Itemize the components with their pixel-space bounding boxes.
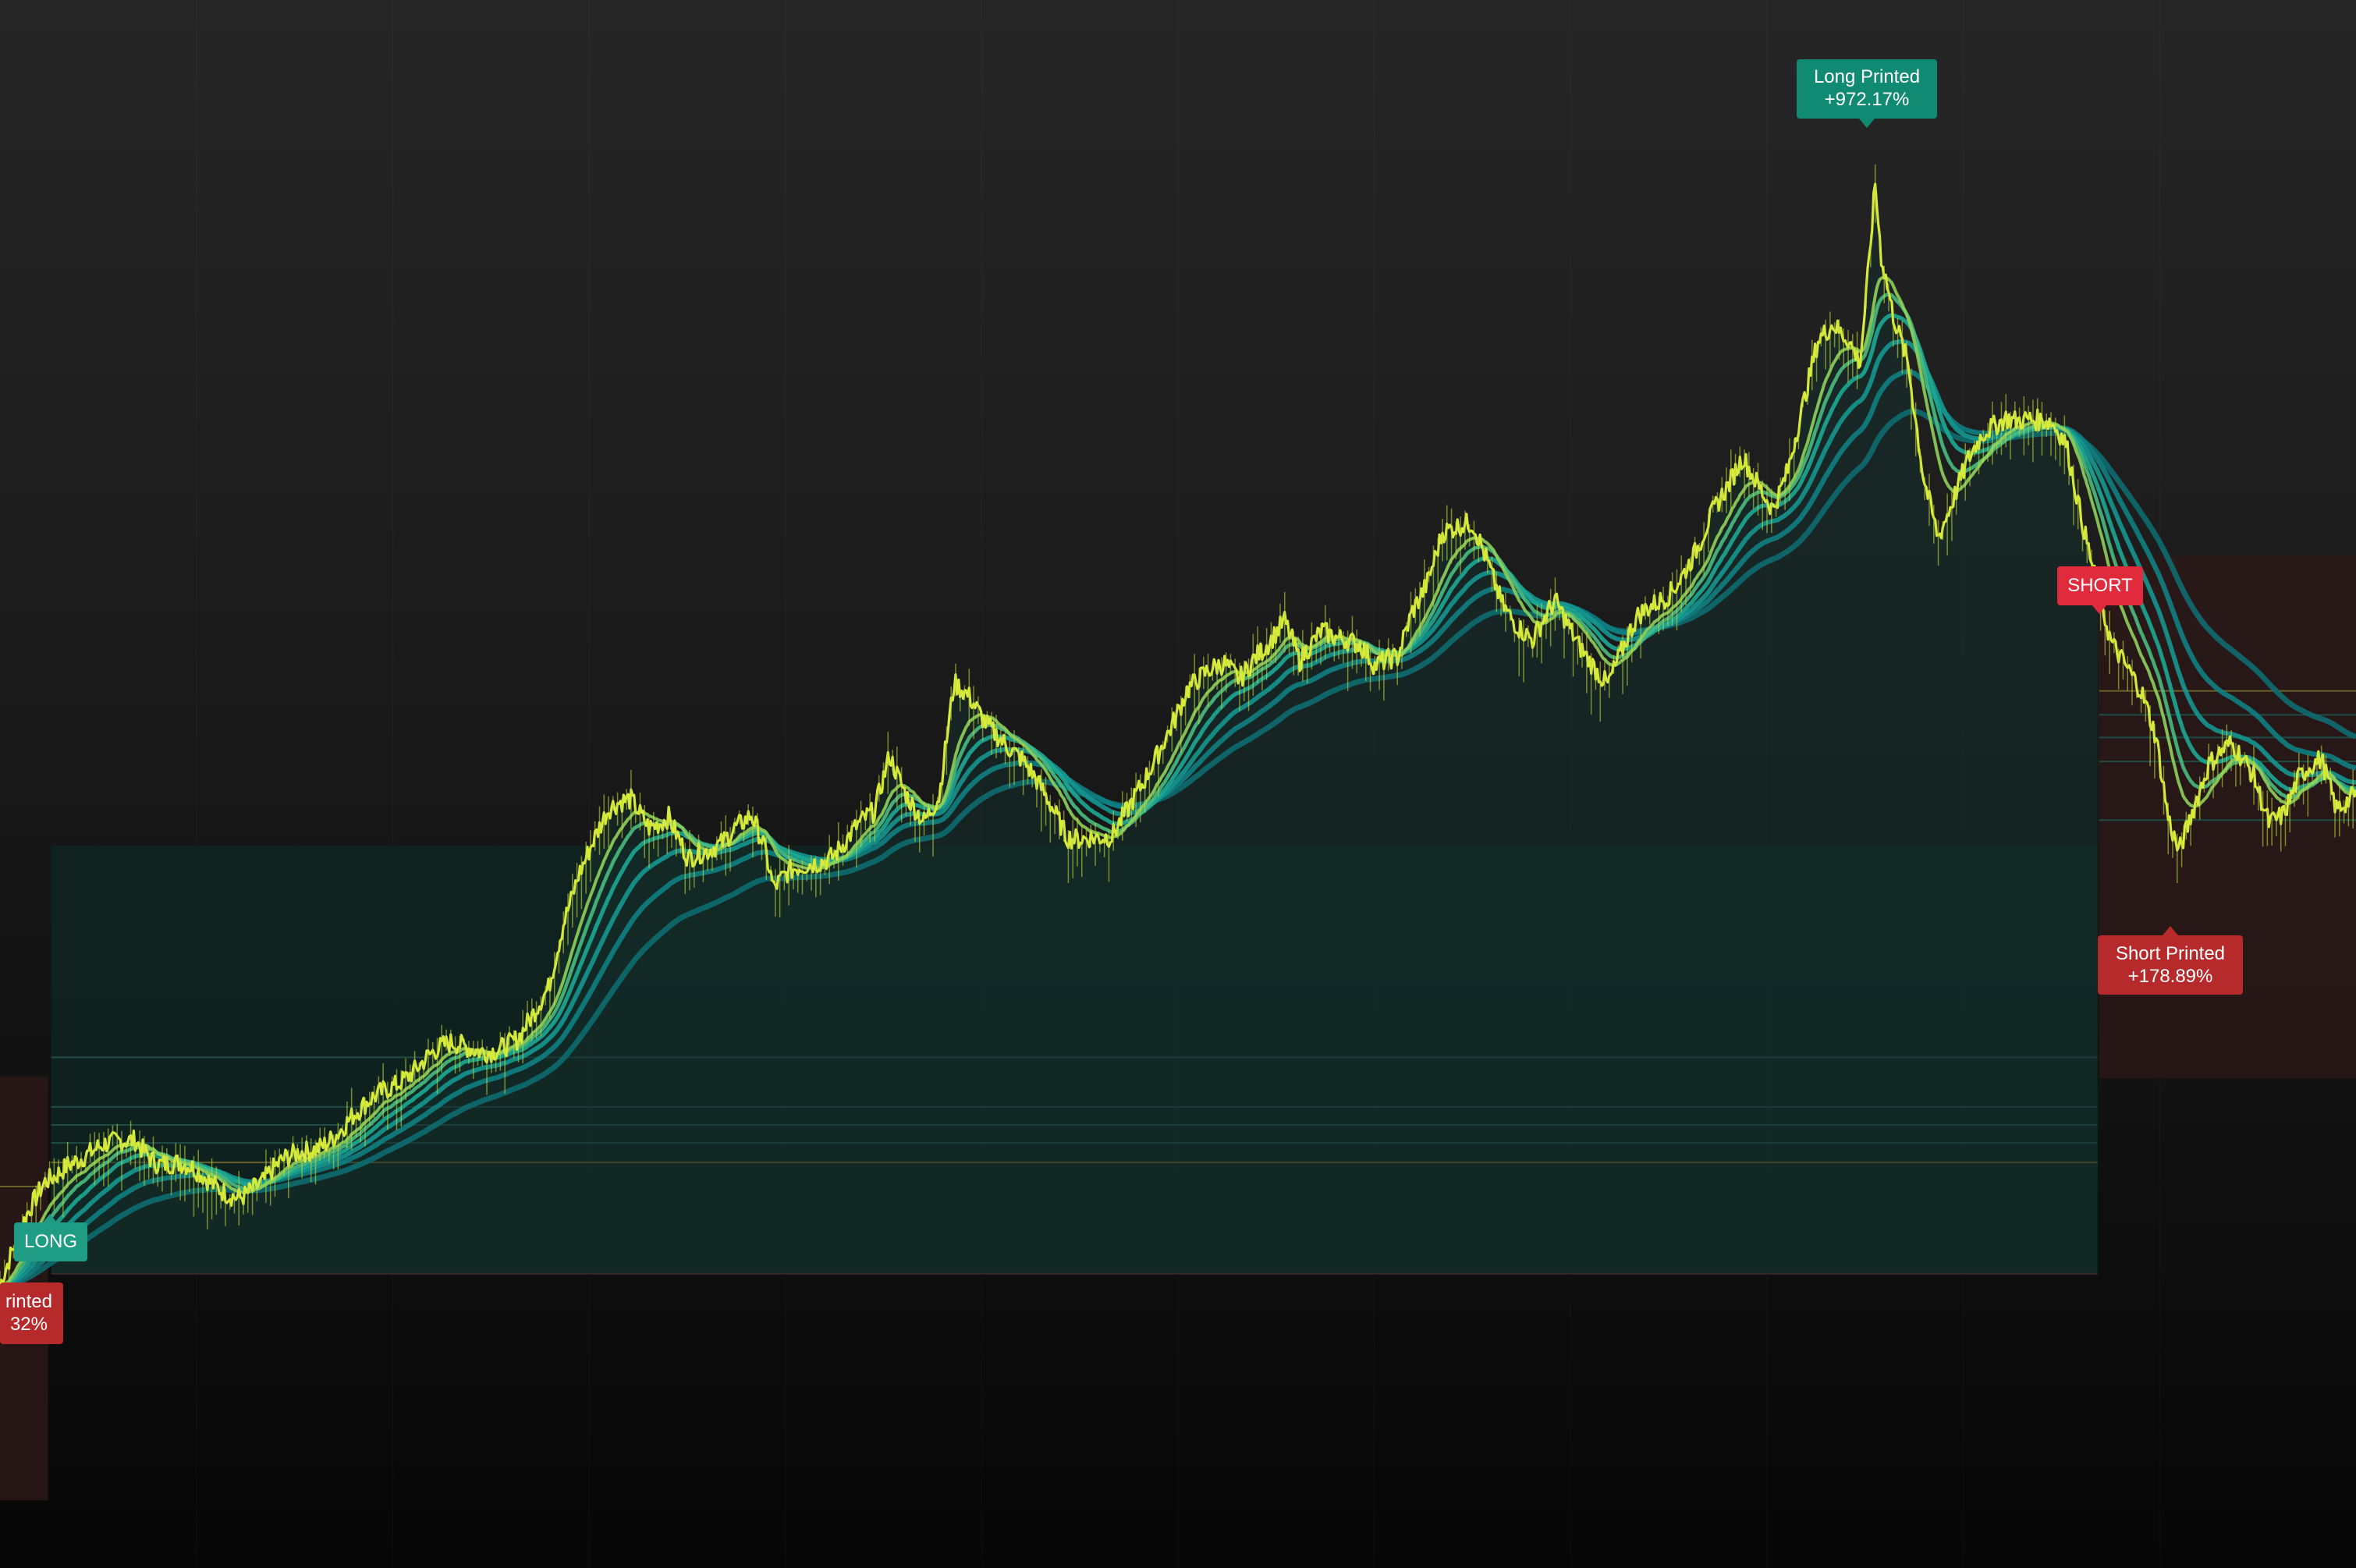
price-area	[51, 183, 2098, 1274]
ribbon-line	[0, 369, 2356, 1289]
ribbon-line	[0, 275, 2356, 1288]
ribbon-line	[0, 339, 2356, 1289]
short-printed-left-value: 32%	[9, 1314, 48, 1335]
short-printed-callout-left: rinted 32%	[0, 1282, 63, 1344]
ribbon-line	[0, 408, 2356, 1289]
long-printed-callout: Long Printed +972.17%	[1797, 59, 1937, 128]
long-printed-title: Long Printed	[1813, 66, 1921, 87]
price-series	[0, 164, 2356, 1316]
short-zone	[2099, 555, 2356, 1079]
short-signal-label: SHORT	[2057, 566, 2143, 614]
short-printed-value: +178.89%	[2127, 966, 2213, 987]
ribbon-line	[0, 313, 2356, 1288]
long-signal-label: LONG	[14, 1214, 87, 1261]
short-printed-left-title: rinted	[5, 1291, 52, 1312]
price-fill	[51, 183, 2098, 1274]
short-printed-title: Short Printed	[2115, 943, 2226, 964]
long-printed-value: +972.17%	[1824, 89, 1910, 110]
short-printed-callout: Short Printed +178.89%	[2098, 926, 2243, 995]
